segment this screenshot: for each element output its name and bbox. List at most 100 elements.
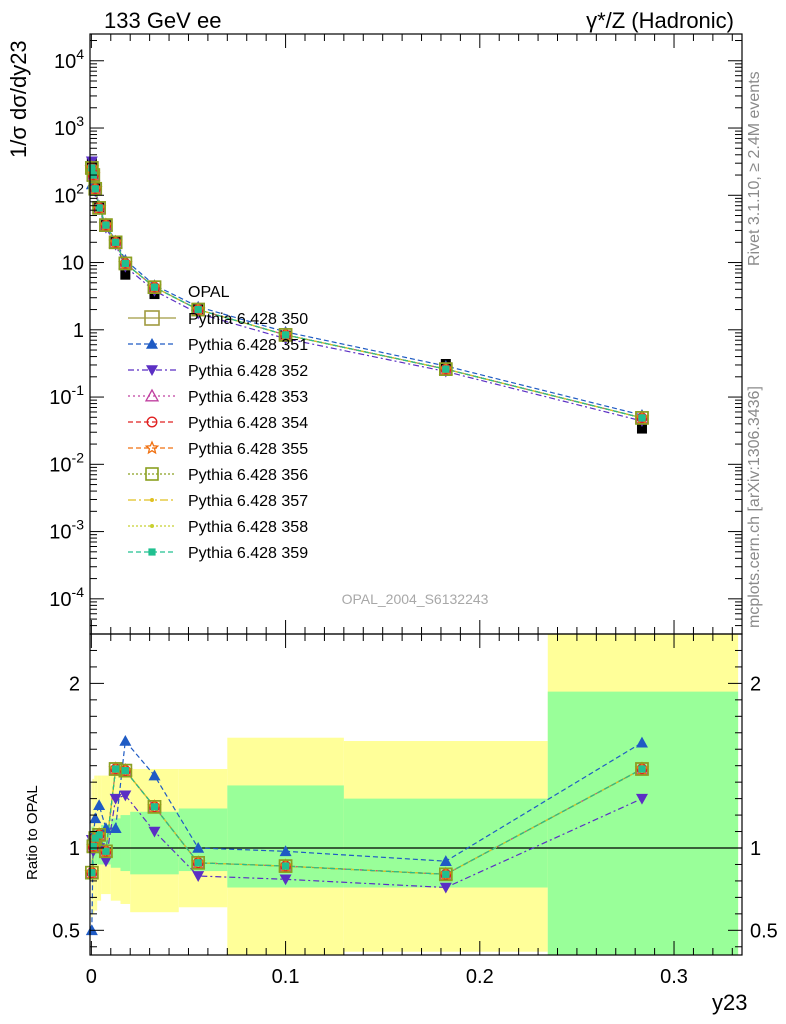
main-point-s356 <box>88 181 103 196</box>
main-point-s359 <box>442 365 450 373</box>
ratio-point-s351 <box>192 842 205 853</box>
ratio-point-s352 <box>148 826 161 838</box>
ratio-point-s359 <box>102 847 110 855</box>
data-point <box>636 423 647 434</box>
main-y-tick-label: 10-3 <box>49 517 84 544</box>
x-tick-label: 0.2 <box>466 966 494 988</box>
x-axis-label: y23 <box>712 990 748 1015</box>
ratio-series-markers-s351 <box>85 735 648 936</box>
legend-marker-s354 <box>146 416 158 428</box>
main-series-line-s355 <box>91 167 643 419</box>
legend-label-s359: Pythia 6.428 359 <box>188 545 308 562</box>
ratio-y-tick-label-left: 1 <box>69 838 80 860</box>
ratio-point-s359 <box>281 862 290 870</box>
legend-marker-s351 <box>146 338 158 349</box>
legend-marker-s355 <box>144 440 160 455</box>
ratio-point-s351 <box>99 822 112 834</box>
ratio-point-s351 <box>439 855 452 866</box>
main-point-s359 <box>91 185 99 193</box>
main-point-s356 <box>108 235 123 250</box>
main-series-markers-s355 <box>84 160 650 425</box>
legend-marker-s350 <box>144 310 160 326</box>
legend-label-s357: Pythia 6.428 357 <box>188 493 308 510</box>
main-y-tick-label: 10-4 <box>49 584 84 611</box>
tick-base: 10 <box>49 387 71 409</box>
main-point-s356 <box>99 218 113 232</box>
main-series-line-s356 <box>91 167 643 419</box>
uncertainty-band-inner <box>110 818 121 868</box>
ratio-y-tick-label-right: 0.5 <box>750 920 778 942</box>
main-plot-area <box>84 156 650 434</box>
ratio-series-line-s351 <box>91 739 643 931</box>
legend-label-s354: Pythia 6.428 354 <box>188 415 308 432</box>
legend-marker-s353 <box>144 388 160 402</box>
ratio-point-s359 <box>442 870 450 878</box>
main-point-s359 <box>112 238 120 246</box>
ratio-point-s359 <box>121 767 129 775</box>
ratio-point-s359 <box>89 842 97 850</box>
ratio-y-tick-label-left: 2 <box>69 673 80 695</box>
tick-exponent: 2 <box>76 180 84 196</box>
main-series-markers-s352 <box>85 156 648 428</box>
ratio-point-s352 <box>439 882 452 894</box>
legend-label-s356: Pythia 6.428 356 <box>188 467 308 484</box>
ratio-plot-frame <box>89 633 743 956</box>
main-y-tick-label: 10 <box>62 253 84 275</box>
main-series-markers-s357 <box>89 165 644 420</box>
legend-label-s350: Pythia 6.428 350 <box>188 311 308 328</box>
main-series-line-s354 <box>91 167 643 419</box>
main-series-line-s359 <box>91 167 643 419</box>
ratio-point-s356 <box>118 763 133 778</box>
tick-exponent: -4 <box>72 584 85 600</box>
ratio-point-s359 <box>150 803 159 811</box>
main-series-line-s357 <box>91 167 643 419</box>
main-y-tick-label: 103 <box>54 113 84 140</box>
main-point-s359 <box>88 164 96 172</box>
main-series-markers-s358 <box>89 165 644 420</box>
main-point-s359 <box>102 221 110 229</box>
main-series-line-s350 <box>91 167 643 419</box>
legend-label-s355: Pythia 6.428 355 <box>188 441 308 458</box>
analysis-watermark: OPAL_2004_S6132243 <box>342 591 489 607</box>
ratio-point-s359 <box>112 765 120 773</box>
ratio-point-s356 <box>278 859 293 873</box>
tick-exponent: -1 <box>72 382 85 398</box>
main-series-markers-s356 <box>85 161 649 425</box>
uncertainty-band-inner <box>130 811 179 875</box>
ratio-plot-area <box>84 634 742 955</box>
tick-exponent: -3 <box>72 517 85 533</box>
main-point-s356 <box>439 362 453 376</box>
legend-label-s353: Pythia 6.428 353 <box>188 389 308 406</box>
ratio-point-s352 <box>192 871 205 882</box>
main-y-tick-label: 10-1 <box>49 382 84 409</box>
ratio-point-s356 <box>108 762 123 776</box>
ratio-point-s359 <box>95 831 103 839</box>
ratio-point-s351 <box>109 822 122 834</box>
legend-marker-s359 <box>148 548 156 556</box>
legend-marker-s356 <box>145 467 159 481</box>
main-y-tick-label: 102 <box>54 180 84 207</box>
ratio-point-s352 <box>279 874 292 886</box>
header-right-label: γ*/Z (Hadronic) <box>586 8 734 33</box>
main-point-s356 <box>147 280 162 294</box>
ratio-point-s359 <box>638 765 646 773</box>
main-plot-frame <box>89 33 743 635</box>
ratio-point-s356 <box>99 844 113 859</box>
tick-base: 10 <box>49 522 71 544</box>
legend-label-s351: Pythia 6.428 351 <box>188 337 308 354</box>
main-series-line-s352 <box>91 161 643 422</box>
legend-marker-s358 <box>150 524 154 528</box>
main-point-s359 <box>121 259 129 268</box>
x-tick-label: 0.3 <box>660 966 688 988</box>
legend: OPAL Pythia 6.428 350 Pythia 6.428 351 Pyth… <box>128 284 308 562</box>
main-point-s359 <box>150 283 159 291</box>
x-tick-label: 0.1 <box>272 966 300 988</box>
main-point-s359 <box>638 414 646 422</box>
main-y-tick-label: 104 <box>54 46 84 73</box>
x-tick-label: 0 <box>86 966 97 988</box>
uncertainty-band-inner <box>547 691 739 955</box>
ratio-point-s351 <box>635 736 648 748</box>
tick-exponent: 3 <box>76 113 84 129</box>
ratio-point-s352 <box>109 793 122 805</box>
